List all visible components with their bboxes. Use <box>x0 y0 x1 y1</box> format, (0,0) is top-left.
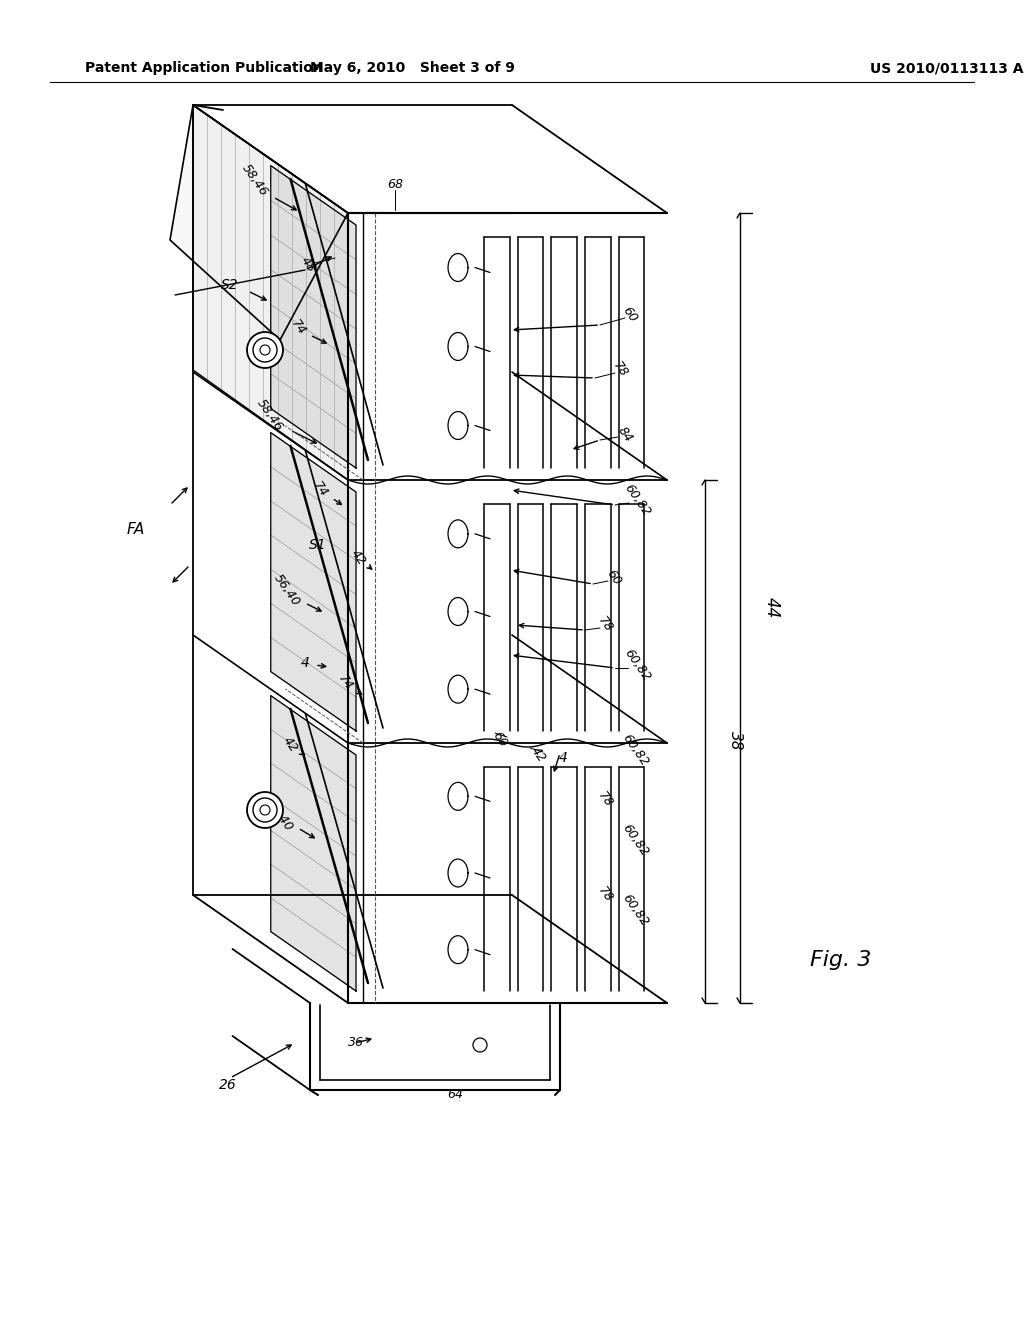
Text: S2: S2 <box>221 279 239 292</box>
Text: 78: 78 <box>610 360 630 380</box>
Text: 58,46: 58,46 <box>240 161 270 198</box>
Text: 42: 42 <box>281 735 300 755</box>
Text: 4: 4 <box>558 751 567 766</box>
Text: 58,46: 58,46 <box>254 396 286 433</box>
Circle shape <box>260 805 270 814</box>
Text: FA: FA <box>127 523 145 537</box>
Text: 60: 60 <box>621 305 640 325</box>
Circle shape <box>473 1038 487 1052</box>
Text: 60,82: 60,82 <box>620 891 650 928</box>
Circle shape <box>253 338 278 362</box>
Circle shape <box>253 799 278 822</box>
Text: 78: 78 <box>595 615 615 635</box>
Text: 74: 74 <box>335 673 355 693</box>
Text: 44: 44 <box>763 598 781 619</box>
Text: 64: 64 <box>447 1089 463 1101</box>
Text: 56,40: 56,40 <box>264 796 296 833</box>
Text: 60: 60 <box>490 730 510 750</box>
Text: 60,82: 60,82 <box>622 647 652 684</box>
Text: 36: 36 <box>348 1035 364 1048</box>
Text: 4: 4 <box>301 656 309 671</box>
Text: 38: 38 <box>727 731 742 751</box>
Text: 74: 74 <box>288 318 308 338</box>
Text: 56,40: 56,40 <box>271 572 303 609</box>
Text: 84: 84 <box>615 425 635 445</box>
Text: 60,82: 60,82 <box>622 482 652 519</box>
Text: 78: 78 <box>595 789 615 810</box>
Text: US 2010/0113113 A1: US 2010/0113113 A1 <box>870 61 1024 75</box>
Polygon shape <box>193 106 348 480</box>
Circle shape <box>247 333 283 368</box>
Text: 78: 78 <box>595 884 615 906</box>
Polygon shape <box>270 165 356 469</box>
Text: S1: S1 <box>309 539 327 552</box>
Circle shape <box>260 345 270 355</box>
Polygon shape <box>170 106 348 341</box>
Circle shape <box>247 792 283 828</box>
Polygon shape <box>270 696 356 991</box>
Text: May 6, 2010   Sheet 3 of 9: May 6, 2010 Sheet 3 of 9 <box>309 61 514 75</box>
Polygon shape <box>270 433 356 731</box>
Text: 60,82: 60,82 <box>620 731 650 768</box>
Text: 68: 68 <box>387 178 403 191</box>
Text: Fig. 3: Fig. 3 <box>810 950 871 970</box>
Text: 60,82: 60,82 <box>620 821 650 858</box>
Text: 48: 48 <box>298 255 317 276</box>
Text: 74: 74 <box>310 479 330 500</box>
Text: 26: 26 <box>219 1078 237 1092</box>
Text: 42: 42 <box>528 744 548 766</box>
Text: Patent Application Publication: Patent Application Publication <box>85 61 323 75</box>
Text: 60: 60 <box>604 568 624 589</box>
Text: 42: 42 <box>348 548 368 569</box>
